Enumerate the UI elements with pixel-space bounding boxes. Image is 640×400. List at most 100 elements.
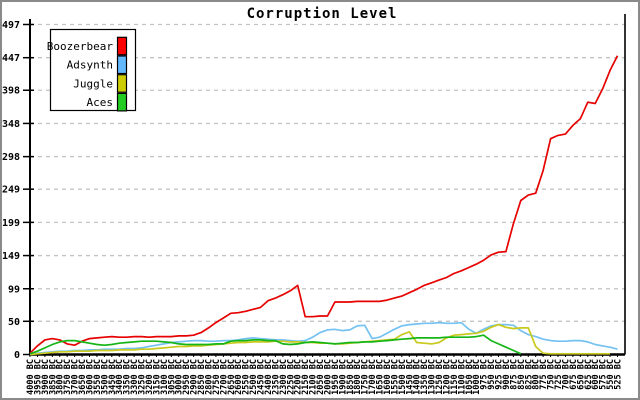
x-tick-label: 1600 BC — [383, 359, 393, 395]
x-tick-label: 3800 BC — [56, 359, 66, 395]
x-tick-label: 3200 BC — [145, 359, 155, 395]
x-tick-label: 1250 BC — [435, 359, 445, 395]
x-tick-label: 575 BC — [599, 359, 609, 390]
x-tick-label: 525 BC — [614, 359, 624, 390]
x-tick-label: 3400 BC — [115, 359, 125, 395]
x-tick-label: 825 BC — [524, 359, 534, 390]
x-tick-label: 2650 BC — [227, 359, 237, 395]
y-tick-label: 249 — [2, 185, 20, 196]
x-tick-label: 1950 BC — [331, 359, 341, 395]
x-tick-label: 1850 BC — [346, 359, 356, 395]
x-tick-label: 3250 BC — [138, 359, 148, 395]
x-tick-label: 625 BC — [584, 359, 594, 390]
x-tick-label: 3950 BC — [33, 359, 43, 395]
y-tick-label: 0 — [14, 350, 20, 361]
x-tick-label: 1350 BC — [420, 359, 430, 395]
x-tick-label: 875 BC — [509, 359, 519, 390]
x-tick-label: 3750 BC — [63, 359, 73, 395]
x-tick-label: 2950 BC — [182, 359, 192, 395]
y-tick-label: 497 — [2, 20, 20, 31]
x-tick-label: 600 BC — [591, 359, 601, 390]
x-tick-label: 975 BC — [480, 359, 490, 390]
legend-label: Aces — [87, 96, 114, 109]
x-tick-label: 3600 BC — [85, 359, 95, 395]
legend-label: Adsynth — [67, 59, 113, 72]
x-tick-label: 700 BC — [561, 359, 571, 390]
x-tick-label: 3650 BC — [78, 359, 88, 395]
x-tick-label: 3100 BC — [160, 359, 170, 395]
x-tick-label: 2000 BC — [323, 359, 333, 395]
series-line-juggle — [29, 323, 611, 356]
x-tick-label: 950 BC — [487, 359, 497, 390]
y-tick-label: 298 — [2, 152, 20, 163]
x-tick-label: 1650 BC — [376, 359, 386, 395]
y-tick-label: 398 — [2, 86, 20, 97]
legend-swatch — [116, 74, 128, 93]
x-tick-label: 3000 BC — [175, 359, 185, 395]
x-tick-label: 2100 BC — [309, 359, 319, 395]
x-tick-label: 725 BC — [554, 359, 564, 390]
x-tick-label: 1750 BC — [361, 359, 371, 395]
series-line-aces — [29, 334, 522, 355]
x-tick-label: 2150 BC — [301, 359, 311, 395]
x-tick-label: 3050 BC — [167, 359, 177, 395]
x-tick-label: 2400 BC — [264, 359, 274, 395]
legend-swatch — [116, 92, 128, 112]
x-tick-label: 675 BC — [569, 359, 579, 390]
x-tick-label: 3900 BC — [41, 359, 51, 395]
y-tick-label: 199 — [2, 218, 20, 229]
x-tick-label: 3150 BC — [152, 359, 162, 395]
x-tick-label: 2500 BC — [249, 359, 259, 395]
x-tick-label: 1900 BC — [338, 359, 348, 395]
x-tick-label: 3500 BC — [100, 359, 110, 395]
x-tick-label: 925 BC — [495, 359, 505, 390]
legend-swatch — [116, 55, 128, 75]
x-tick-label: 1300 BC — [428, 359, 438, 395]
legend-label: Boozerbear — [47, 40, 114, 53]
x-tick-label: 1550 BC — [390, 359, 400, 395]
x-tick-label: 3300 BC — [130, 359, 140, 395]
x-tick-label: 1500 BC — [398, 359, 408, 395]
x-tick-label: 775 BC — [539, 359, 549, 390]
x-tick-label: 2250 BC — [286, 359, 296, 395]
y-tick-label: 447 — [2, 53, 20, 64]
y-tick-label: 50 — [8, 317, 20, 328]
series-line-boozerbear — [29, 55, 619, 354]
x-tick-label: 2900 BC — [190, 359, 200, 395]
x-tick-label: 3350 BC — [123, 359, 133, 395]
x-tick-label: 2600 BC — [234, 359, 244, 395]
x-tick-label: 2750 BC — [212, 359, 222, 395]
y-tick-label: 348 — [2, 119, 20, 130]
x-tick-label: 4000 BC — [26, 359, 36, 395]
x-tick-label: 2300 BC — [279, 359, 289, 395]
x-tick-label: 650 BC — [576, 359, 586, 390]
x-tick-label: 800 BC — [532, 359, 542, 390]
x-tick-label: 550 BC — [606, 359, 616, 390]
legend-label: Juggle — [73, 77, 113, 90]
x-tick-label: 2700 BC — [219, 359, 229, 395]
x-tick-label: 750 BC — [547, 359, 557, 390]
x-tick-label: 1800 BC — [353, 359, 363, 395]
x-tick-label: 1200 BC — [442, 359, 452, 395]
x-tick-label: 2350 BC — [271, 359, 281, 395]
chart-title: Corruption Level — [246, 6, 398, 22]
x-tick-label: 1000 BC — [472, 359, 482, 395]
x-tick-label: 3450 BC — [108, 359, 118, 395]
x-tick-label: 2200 BC — [294, 359, 304, 395]
legend-swatch — [116, 36, 128, 56]
x-tick-label: 2050 BC — [316, 359, 326, 395]
x-tick-label: 2450 BC — [257, 359, 267, 395]
x-tick-label: 1700 BC — [368, 359, 378, 395]
x-tick-label: 3550 BC — [93, 359, 103, 395]
x-tick-label: 1150 BC — [450, 359, 460, 395]
x-tick-label: 1450 BC — [405, 359, 415, 395]
x-tick-label: 2850 BC — [197, 359, 207, 395]
series-line-adsynth — [29, 321, 618, 355]
x-tick-label: 1400 BC — [413, 359, 423, 395]
x-tick-label: 3700 BC — [71, 359, 81, 395]
x-tick-label: 1100 BC — [457, 359, 467, 395]
y-tick-label: 99 — [8, 284, 20, 295]
y-tick-label: 149 — [2, 251, 20, 262]
x-tick-label: 3850 BC — [48, 359, 58, 395]
